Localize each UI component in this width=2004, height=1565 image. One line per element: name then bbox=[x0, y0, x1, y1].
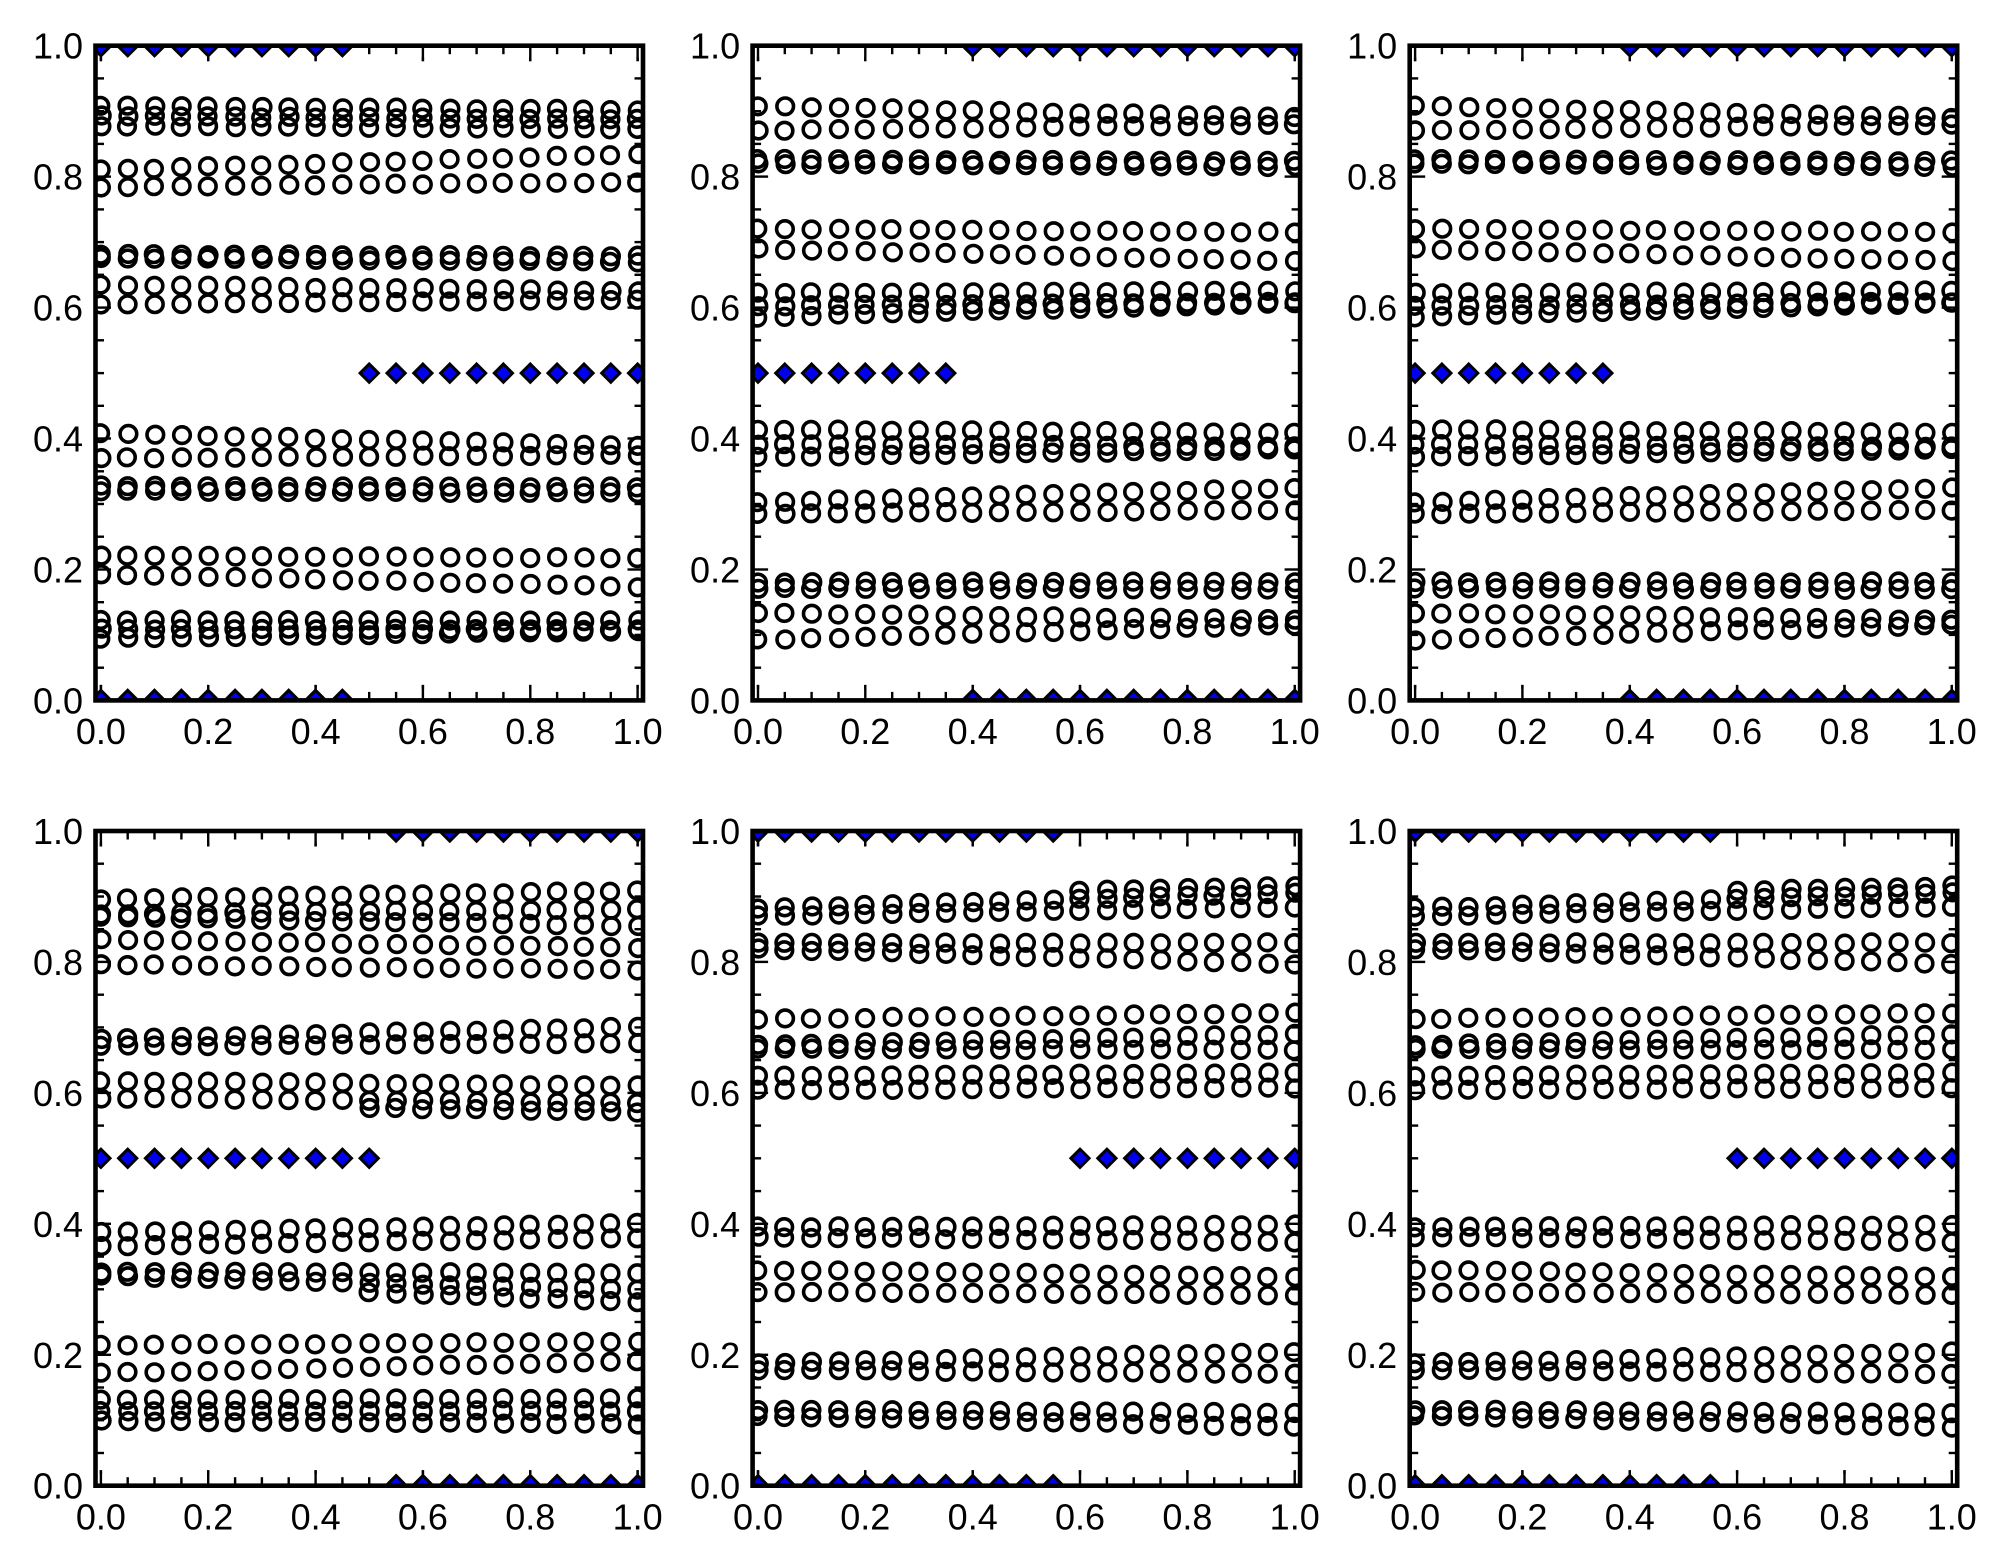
svg-text:0.6: 0.6 bbox=[690, 1073, 740, 1114]
svg-text:0.4: 0.4 bbox=[291, 1497, 341, 1538]
svg-text:0.0: 0.0 bbox=[690, 1466, 740, 1507]
svg-text:1.0: 1.0 bbox=[1270, 1497, 1320, 1538]
svg-text:0.4: 0.4 bbox=[1605, 711, 1655, 752]
svg-text:1.0: 1.0 bbox=[1347, 26, 1397, 67]
svg-text:0.6: 0.6 bbox=[1347, 1073, 1397, 1114]
svg-text:0.6: 0.6 bbox=[690, 288, 740, 329]
svg-text:0.2: 0.2 bbox=[690, 550, 740, 591]
svg-text:0.0: 0.0 bbox=[690, 680, 740, 721]
svg-text:0.2: 0.2 bbox=[1347, 1335, 1397, 1376]
svg-text:0.6: 0.6 bbox=[1712, 1497, 1762, 1538]
svg-text:0.0: 0.0 bbox=[76, 1497, 126, 1538]
svg-text:0.0: 0.0 bbox=[33, 680, 83, 721]
svg-text:0.0: 0.0 bbox=[1390, 1497, 1440, 1538]
svg-text:0.4: 0.4 bbox=[291, 711, 341, 752]
svg-text:1.0: 1.0 bbox=[613, 711, 663, 752]
svg-text:0.4: 0.4 bbox=[948, 711, 998, 752]
svg-text:0.0: 0.0 bbox=[733, 1497, 783, 1538]
svg-text:0.0: 0.0 bbox=[76, 711, 126, 752]
svg-text:0.8: 0.8 bbox=[33, 942, 83, 983]
svg-text:0.2: 0.2 bbox=[690, 1335, 740, 1376]
svg-text:0.4: 0.4 bbox=[1605, 1497, 1655, 1538]
svg-text:0.6: 0.6 bbox=[1055, 711, 1105, 752]
svg-text:0.8: 0.8 bbox=[505, 711, 555, 752]
svg-text:1.0: 1.0 bbox=[690, 811, 740, 852]
svg-text:1.0: 1.0 bbox=[690, 26, 740, 67]
svg-text:0.2: 0.2 bbox=[183, 1497, 233, 1538]
svg-text:0.8: 0.8 bbox=[1162, 711, 1212, 752]
svg-text:0.4: 0.4 bbox=[690, 419, 740, 460]
svg-text:0.8: 0.8 bbox=[505, 1497, 555, 1538]
svg-text:0.4: 0.4 bbox=[1347, 419, 1397, 460]
svg-text:0.4: 0.4 bbox=[33, 1204, 83, 1245]
svg-text:1.0: 1.0 bbox=[613, 1497, 663, 1538]
svg-text:0.8: 0.8 bbox=[690, 157, 740, 198]
svg-text:0.2: 0.2 bbox=[33, 550, 83, 591]
svg-text:0.4: 0.4 bbox=[690, 1204, 740, 1245]
svg-text:0.2: 0.2 bbox=[183, 711, 233, 752]
svg-text:0.4: 0.4 bbox=[948, 1497, 998, 1538]
svg-text:0.4: 0.4 bbox=[33, 419, 83, 460]
svg-text:0.2: 0.2 bbox=[840, 1497, 890, 1538]
svg-text:0.6: 0.6 bbox=[1712, 711, 1762, 752]
svg-text:0.0: 0.0 bbox=[33, 1466, 83, 1507]
svg-text:0.6: 0.6 bbox=[33, 288, 83, 329]
svg-text:1.0: 1.0 bbox=[1927, 711, 1977, 752]
svg-text:0.8: 0.8 bbox=[1819, 711, 1869, 752]
svg-text:0.8: 0.8 bbox=[1819, 1497, 1869, 1538]
svg-text:0.8: 0.8 bbox=[1347, 942, 1397, 983]
svg-text:0.6: 0.6 bbox=[1347, 288, 1397, 329]
svg-text:1.0: 1.0 bbox=[1270, 711, 1320, 752]
svg-text:0.6: 0.6 bbox=[33, 1073, 83, 1114]
svg-text:1.0: 1.0 bbox=[33, 811, 83, 852]
svg-text:0.2: 0.2 bbox=[33, 1335, 83, 1376]
svg-text:0.8: 0.8 bbox=[1162, 1497, 1212, 1538]
svg-text:0.0: 0.0 bbox=[1347, 1466, 1397, 1507]
svg-text:0.8: 0.8 bbox=[690, 942, 740, 983]
svg-text:1.0: 1.0 bbox=[1347, 811, 1397, 852]
svg-text:0.6: 0.6 bbox=[1055, 1497, 1105, 1538]
svg-text:0.8: 0.8 bbox=[33, 157, 83, 198]
svg-text:0.2: 0.2 bbox=[1497, 711, 1547, 752]
svg-text:0.0: 0.0 bbox=[733, 711, 783, 752]
svg-text:0.2: 0.2 bbox=[840, 711, 890, 752]
svg-text:1.0: 1.0 bbox=[1927, 1497, 1977, 1538]
svg-text:0.4: 0.4 bbox=[1347, 1204, 1397, 1245]
svg-text:0.0: 0.0 bbox=[1390, 711, 1440, 752]
svg-text:0.2: 0.2 bbox=[1497, 1497, 1547, 1538]
svg-text:0.8: 0.8 bbox=[1347, 157, 1397, 198]
svg-text:0.6: 0.6 bbox=[398, 1497, 448, 1538]
svg-text:0.2: 0.2 bbox=[1347, 550, 1397, 591]
svg-text:0.0: 0.0 bbox=[1347, 680, 1397, 721]
svg-text:0.6: 0.6 bbox=[398, 711, 448, 752]
svg-text:1.0: 1.0 bbox=[33, 26, 83, 67]
